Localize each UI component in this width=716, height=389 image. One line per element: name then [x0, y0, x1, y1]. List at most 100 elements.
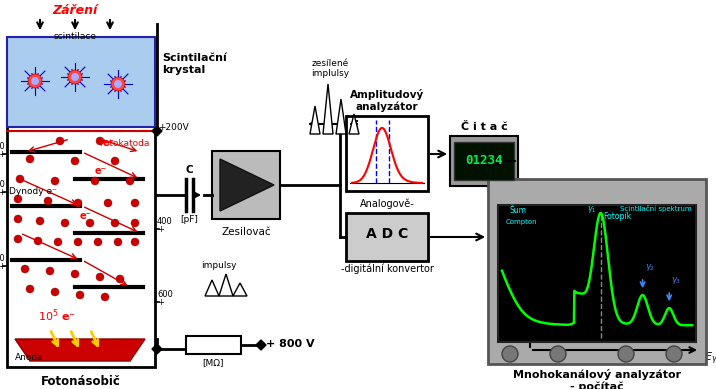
- Text: 01234: 01234: [465, 154, 503, 166]
- Text: 300: 300: [0, 180, 5, 189]
- Text: Amplitudový
analyzátor: Amplitudový analyzátor: [350, 89, 424, 112]
- Text: $n_\gamma$: $n_\gamma$: [515, 238, 529, 253]
- Text: $10^5$ e⁻: $10^5$ e⁻: [38, 308, 76, 324]
- Text: Mnohokanálový analyzátor
- počítač: Mnohokanálový analyzátor - počítač: [513, 369, 681, 389]
- Polygon shape: [152, 126, 162, 136]
- Text: +: +: [0, 262, 5, 271]
- Text: A D C: A D C: [366, 227, 408, 241]
- Text: e⁻: e⁻: [95, 166, 107, 176]
- Circle shape: [126, 177, 134, 185]
- Text: $\gamma_1$: $\gamma_1$: [587, 204, 597, 215]
- Circle shape: [21, 265, 29, 273]
- Polygon shape: [336, 99, 346, 134]
- Text: 600: 600: [157, 290, 173, 299]
- Text: $\gamma_2$: $\gamma_2$: [644, 262, 654, 273]
- Polygon shape: [212, 151, 280, 219]
- Circle shape: [96, 273, 104, 281]
- Text: [MΩ]: [MΩ]: [202, 358, 223, 367]
- Polygon shape: [7, 37, 155, 367]
- Text: $\gamma_3$: $\gamma_3$: [671, 275, 682, 286]
- Text: Záření: Záření: [52, 4, 97, 16]
- Circle shape: [46, 267, 54, 275]
- Polygon shape: [220, 159, 274, 211]
- Text: Skutečné spektrum: Skutečné spektrum: [544, 238, 666, 249]
- Circle shape: [131, 219, 139, 227]
- Polygon shape: [349, 114, 359, 134]
- Circle shape: [14, 195, 22, 203]
- Circle shape: [666, 346, 682, 362]
- Text: [pF]: [pF]: [180, 215, 198, 224]
- Circle shape: [111, 77, 125, 91]
- Text: +: +: [0, 188, 5, 197]
- Circle shape: [44, 197, 52, 205]
- Circle shape: [31, 77, 39, 85]
- Text: zesílené
implulsy: zesílené implulsy: [311, 59, 349, 78]
- Polygon shape: [450, 136, 518, 186]
- Text: e⁻: e⁻: [103, 138, 115, 148]
- Circle shape: [91, 177, 99, 185]
- Circle shape: [550, 346, 566, 362]
- Text: 500: 500: [0, 254, 5, 263]
- Text: 400: 400: [157, 217, 173, 226]
- Text: scintilace: scintilace: [54, 32, 97, 41]
- Circle shape: [111, 157, 119, 165]
- Text: Anoda: Anoda: [15, 352, 44, 361]
- Circle shape: [16, 175, 24, 183]
- Circle shape: [74, 238, 82, 246]
- Circle shape: [94, 238, 102, 246]
- Text: e⁻: e⁻: [80, 211, 92, 221]
- Text: Č i t a č: Č i t a č: [460, 122, 508, 132]
- Text: $\gamma_3$: $\gamma_3$: [667, 296, 679, 308]
- Text: Analogově-: Analogově-: [359, 198, 415, 209]
- Circle shape: [51, 177, 59, 185]
- Polygon shape: [346, 116, 428, 191]
- Text: Scintilační
krystal: Scintilační krystal: [162, 53, 227, 75]
- Polygon shape: [7, 37, 155, 127]
- Polygon shape: [152, 344, 162, 354]
- Circle shape: [61, 219, 69, 227]
- Text: $E_\gamma$: $E_\gamma$: [704, 351, 716, 367]
- Text: C: C: [185, 165, 193, 175]
- Circle shape: [131, 199, 139, 207]
- Text: $\gamma_1$: $\gamma_1$: [562, 244, 574, 256]
- Polygon shape: [15, 339, 145, 361]
- Circle shape: [96, 137, 104, 145]
- Circle shape: [56, 137, 64, 145]
- Circle shape: [71, 157, 79, 165]
- Polygon shape: [310, 106, 320, 134]
- Circle shape: [104, 199, 112, 207]
- Text: Compton: Compton: [506, 219, 538, 225]
- Circle shape: [26, 285, 34, 293]
- Circle shape: [14, 215, 22, 223]
- Text: +: +: [157, 225, 164, 234]
- Circle shape: [114, 80, 122, 88]
- Text: Fotopík: Fotopík: [603, 212, 631, 221]
- Text: $\gamma_2$: $\gamma_2$: [624, 276, 636, 288]
- Text: Dynody e⁻: Dynody e⁻: [9, 186, 57, 196]
- Text: Fotonásobič: Fotonásobič: [41, 375, 121, 388]
- Circle shape: [131, 238, 139, 246]
- Text: + 800 V: + 800 V: [266, 339, 314, 349]
- Circle shape: [502, 346, 518, 362]
- Text: -digitální konvertor: -digitální konvertor: [341, 264, 433, 275]
- Circle shape: [618, 346, 634, 362]
- Circle shape: [76, 291, 84, 299]
- Text: Šum: Šum: [510, 206, 527, 215]
- Polygon shape: [346, 213, 428, 261]
- Polygon shape: [454, 142, 514, 180]
- Text: +200V: +200V: [158, 123, 189, 131]
- Circle shape: [116, 275, 124, 283]
- Text: +: +: [0, 150, 5, 159]
- Polygon shape: [323, 84, 333, 134]
- Circle shape: [54, 238, 62, 246]
- Polygon shape: [488, 179, 706, 364]
- Circle shape: [71, 270, 79, 278]
- Text: R: R: [209, 339, 217, 349]
- Text: Zesilovač: Zesilovač: [221, 227, 271, 237]
- Circle shape: [14, 235, 22, 243]
- Text: Fotokatoda: Fotokatoda: [100, 139, 150, 148]
- Circle shape: [111, 219, 119, 227]
- Circle shape: [71, 73, 79, 81]
- Circle shape: [86, 219, 94, 227]
- Circle shape: [74, 199, 82, 207]
